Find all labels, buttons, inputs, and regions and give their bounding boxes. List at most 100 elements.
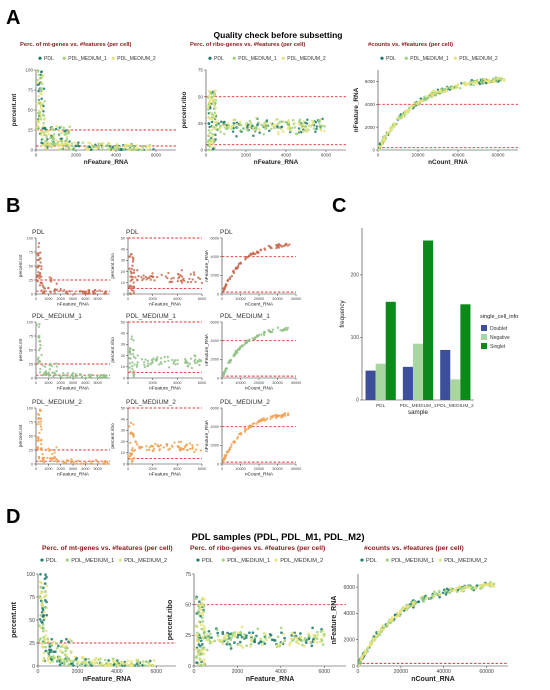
data-point bbox=[313, 639, 316, 643]
data-point bbox=[122, 148, 125, 151]
data-point bbox=[479, 587, 482, 591]
data-point bbox=[221, 123, 224, 126]
y-tick-label: 0 bbox=[356, 398, 359, 404]
data-point bbox=[435, 91, 439, 94]
data-point bbox=[199, 623, 203, 627]
data-point bbox=[66, 646, 69, 650]
data-point bbox=[63, 658, 66, 662]
data-point bbox=[128, 286, 131, 289]
data-point bbox=[41, 621, 44, 625]
y-tick-label: 75 bbox=[29, 420, 33, 424]
x-tick-label: 3000 bbox=[69, 297, 77, 301]
data-point bbox=[122, 145, 125, 148]
data-point bbox=[73, 655, 77, 659]
data-point bbox=[414, 602, 418, 605]
data-point bbox=[39, 281, 42, 284]
data-point bbox=[201, 613, 205, 617]
data-point bbox=[279, 328, 282, 332]
data-point bbox=[206, 637, 210, 640]
data-point bbox=[68, 290, 71, 293]
data-point bbox=[46, 138, 49, 141]
data-point bbox=[39, 133, 43, 137]
data-point bbox=[292, 632, 295, 636]
data-point bbox=[208, 96, 212, 99]
data-point bbox=[323, 129, 326, 133]
y-axis-label: percent.mt bbox=[11, 93, 18, 127]
x-tick-label: 40000 bbox=[291, 297, 302, 301]
data-point bbox=[84, 461, 87, 465]
data-point bbox=[140, 276, 143, 279]
data-point bbox=[487, 78, 490, 82]
data-point bbox=[210, 120, 214, 124]
data-point bbox=[401, 114, 405, 118]
y-tick-label: 50 bbox=[29, 264, 33, 268]
data-point bbox=[37, 270, 40, 274]
data-point bbox=[429, 92, 432, 95]
data-point bbox=[207, 148, 211, 152]
data-point bbox=[269, 417, 272, 420]
data-point bbox=[209, 632, 212, 636]
data-point bbox=[385, 133, 388, 136]
data-point bbox=[270, 127, 273, 131]
x-axis-label: nCount_RNA bbox=[245, 302, 274, 308]
legend-swatch bbox=[196, 558, 200, 562]
data-point bbox=[277, 242, 281, 246]
data-point bbox=[148, 146, 151, 150]
legend-swatch bbox=[62, 56, 66, 60]
data-point bbox=[149, 278, 152, 281]
data-point bbox=[207, 122, 210, 125]
data-point bbox=[43, 577, 47, 581]
data-point bbox=[208, 92, 212, 96]
data-point bbox=[221, 642, 225, 646]
data-point bbox=[53, 640, 56, 644]
data-point bbox=[210, 636, 213, 639]
data-point bbox=[137, 274, 140, 278]
data-point bbox=[299, 636, 303, 639]
data-point bbox=[78, 290, 81, 293]
data-point bbox=[91, 290, 95, 293]
data-point bbox=[198, 600, 201, 604]
y-tick-label: 0 bbox=[123, 292, 125, 296]
data-point bbox=[274, 416, 278, 420]
data-point bbox=[43, 126, 47, 130]
data-point bbox=[51, 448, 55, 452]
data-point bbox=[254, 116, 258, 120]
data-point bbox=[288, 641, 292, 645]
data-point bbox=[386, 131, 390, 134]
y-tick-label: 2000 bbox=[211, 358, 219, 362]
x-tick-label: 6000 bbox=[151, 669, 163, 675]
data-point bbox=[55, 370, 58, 373]
x-tick-label: 4000 bbox=[111, 153, 122, 158]
data-point bbox=[64, 649, 67, 653]
x-tick-label: 4000 bbox=[173, 381, 181, 385]
bar bbox=[365, 370, 376, 400]
data-point bbox=[131, 367, 134, 370]
data-point bbox=[270, 638, 274, 642]
x-tick-label: 20000 bbox=[412, 153, 425, 158]
data-point bbox=[55, 282, 58, 285]
data-point bbox=[131, 361, 134, 364]
data-point bbox=[45, 372, 48, 375]
data-point bbox=[39, 113, 42, 116]
x-tick-label: 0 bbox=[357, 669, 360, 675]
data-point bbox=[144, 358, 147, 361]
data-point bbox=[218, 127, 222, 130]
data-point bbox=[54, 650, 57, 654]
data-point bbox=[104, 460, 107, 463]
data-point bbox=[130, 335, 134, 338]
data-point bbox=[476, 78, 479, 82]
data-point bbox=[196, 637, 199, 640]
x-tick-label: 0 bbox=[35, 153, 38, 158]
data-point bbox=[87, 289, 91, 292]
data-point bbox=[132, 373, 135, 376]
y-tick-label: 2000 bbox=[211, 274, 219, 278]
data-point bbox=[152, 659, 156, 662]
data-point bbox=[227, 125, 231, 129]
data-point bbox=[223, 132, 226, 136]
data-point bbox=[244, 429, 247, 432]
data-point bbox=[73, 292, 76, 295]
data-point bbox=[45, 134, 48, 137]
data-point bbox=[318, 124, 321, 127]
data-point bbox=[395, 117, 399, 121]
x-tick-label: 0 bbox=[127, 381, 129, 385]
